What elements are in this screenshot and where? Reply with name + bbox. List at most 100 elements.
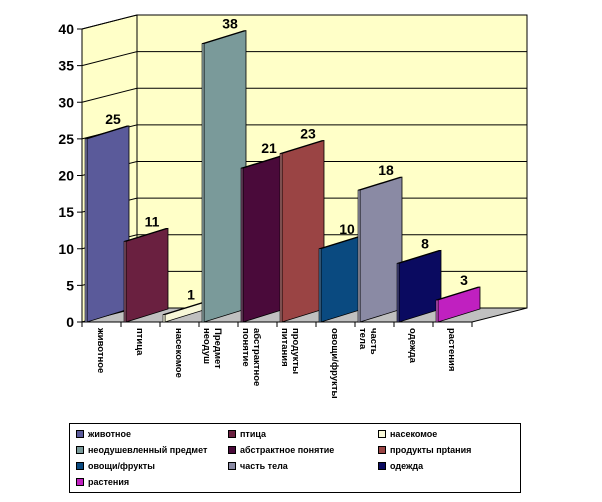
x-tick-label-line: часть <box>368 328 379 355</box>
legend-label: продукты прtания <box>390 445 472 455</box>
data-label-6: 10 <box>339 221 355 237</box>
bar-edge <box>84 138 88 323</box>
x-tick-label-line: птица <box>134 328 145 356</box>
data-label-1: 11 <box>145 213 160 229</box>
legend-label: птица <box>240 429 267 439</box>
x-tick-label-line: Предмет <box>212 328 223 369</box>
y-tick-label: 20 <box>58 168 74 184</box>
bar-edge <box>201 43 205 323</box>
y-tick-label: 30 <box>58 94 74 110</box>
bar-4 <box>240 154 286 323</box>
legend-swatch <box>228 430 236 438</box>
legend-swatch <box>228 462 236 470</box>
gridline <box>81 87 527 103</box>
legend-swatch <box>228 446 236 454</box>
bar-edge <box>279 153 283 323</box>
bar-face <box>281 139 325 323</box>
legend-label: неодушевленный предмет <box>88 445 208 455</box>
y-tick-label: 25 <box>58 131 74 147</box>
bar-edge <box>318 248 322 323</box>
legend-item-0: животное <box>76 427 131 441</box>
legend-label: овощи/фрукты <box>88 461 155 471</box>
legend-swatch <box>76 446 84 454</box>
data-label-9: 3 <box>460 272 468 288</box>
x-tick-label-line: растения <box>446 328 457 371</box>
bar-face <box>359 176 403 323</box>
data-label-0: 25 <box>105 111 121 127</box>
data-label-3: 38 <box>222 16 238 32</box>
legend-swatch <box>76 478 84 486</box>
y-tick-label: 5 <box>66 277 74 293</box>
x-tick-label-8: одежда <box>407 328 418 364</box>
legend-item-6: овощи/фрукты <box>76 459 155 473</box>
y-tick-label: 15 <box>58 204 74 220</box>
legend-swatch <box>378 430 386 438</box>
y-tick-label: 0 <box>66 314 74 330</box>
x-tick-label-2: насекомое <box>173 328 184 378</box>
x-tick-label-7: частьтела <box>357 328 379 355</box>
legend-item-8: одежда <box>378 459 423 473</box>
legend-item-5: продукты прtания <box>378 443 471 457</box>
data-label-4: 21 <box>261 140 277 156</box>
x-tick-label-line: животное <box>95 327 106 373</box>
x-tick-label-line: одежда <box>407 328 418 364</box>
bar-face <box>320 235 364 323</box>
bar-edge <box>357 189 361 323</box>
legend-item-9: растения <box>76 475 129 489</box>
x-tick-label-line: продукты <box>290 328 301 374</box>
bar-8 <box>396 249 442 323</box>
bar-edge <box>435 299 439 323</box>
x-tick-label-line: неодуш <box>201 328 212 364</box>
bar-1 <box>123 227 169 323</box>
legend-label: одежда <box>390 461 424 471</box>
x-tick-label-5: продуктыпитания <box>279 328 301 374</box>
bar-face <box>398 249 442 323</box>
x-tick-label-line: питания <box>279 328 290 367</box>
x-tick-label-0: животное <box>95 327 106 373</box>
data-label-2: 1 <box>187 287 195 303</box>
legend-label: насекомое <box>390 429 438 439</box>
y-tick-label: 35 <box>58 58 74 74</box>
data-label-7: 18 <box>378 162 394 178</box>
x-tick-label-3: Предметнеодуш <box>201 328 223 369</box>
legend-swatch <box>76 462 84 470</box>
x-tick-label-6: овощи/фрукты <box>329 328 340 399</box>
data-label-5: 23 <box>300 126 316 142</box>
bar-edge <box>123 241 127 323</box>
bar-edge <box>396 263 400 323</box>
bar-face <box>203 30 247 323</box>
bar-edge <box>240 167 244 323</box>
legend-item-1: птица <box>228 427 266 441</box>
x-tick-label-line: насекомое <box>173 328 184 378</box>
x-tick-label-line: абстрактное <box>251 328 262 386</box>
bar-edge <box>162 314 166 323</box>
gridline <box>81 51 527 67</box>
y-tick-label: 40 <box>58 21 74 37</box>
bar-face <box>125 227 169 323</box>
legend-item-4: абстрактное понятие <box>228 443 334 457</box>
x-tick-label-4: абстрактноепонятие <box>240 328 262 386</box>
x-tick-label-1: птица <box>134 328 145 356</box>
legend: животное птица насекомое неодушевленный пре… <box>69 423 521 493</box>
bar-7 <box>357 176 403 323</box>
legend-swatch <box>378 446 386 454</box>
bar-face <box>86 125 130 323</box>
legend-label: абстрактное понятие <box>240 445 335 455</box>
legend-swatch <box>76 430 84 438</box>
legend-label: животное <box>88 429 131 439</box>
x-tick-label-line: овощи/фрукты <box>329 328 340 399</box>
x-tick-label-line: понятие <box>240 328 251 367</box>
legend-label: часть тела <box>240 461 288 471</box>
data-label-8: 8 <box>421 235 429 251</box>
gridline <box>81 14 527 30</box>
legend-label: растения <box>88 477 130 487</box>
x-tick-label-line: тела <box>357 328 368 350</box>
legend-item-3: неодушевленный предмет <box>76 443 207 457</box>
legend-swatch <box>378 462 386 470</box>
bar-3 <box>201 30 247 323</box>
bar-0 <box>84 125 130 323</box>
y-tick-label: 10 <box>58 241 74 257</box>
x-tick-label-9: растения <box>446 328 457 371</box>
legend-item-7: часть тела <box>228 459 288 473</box>
